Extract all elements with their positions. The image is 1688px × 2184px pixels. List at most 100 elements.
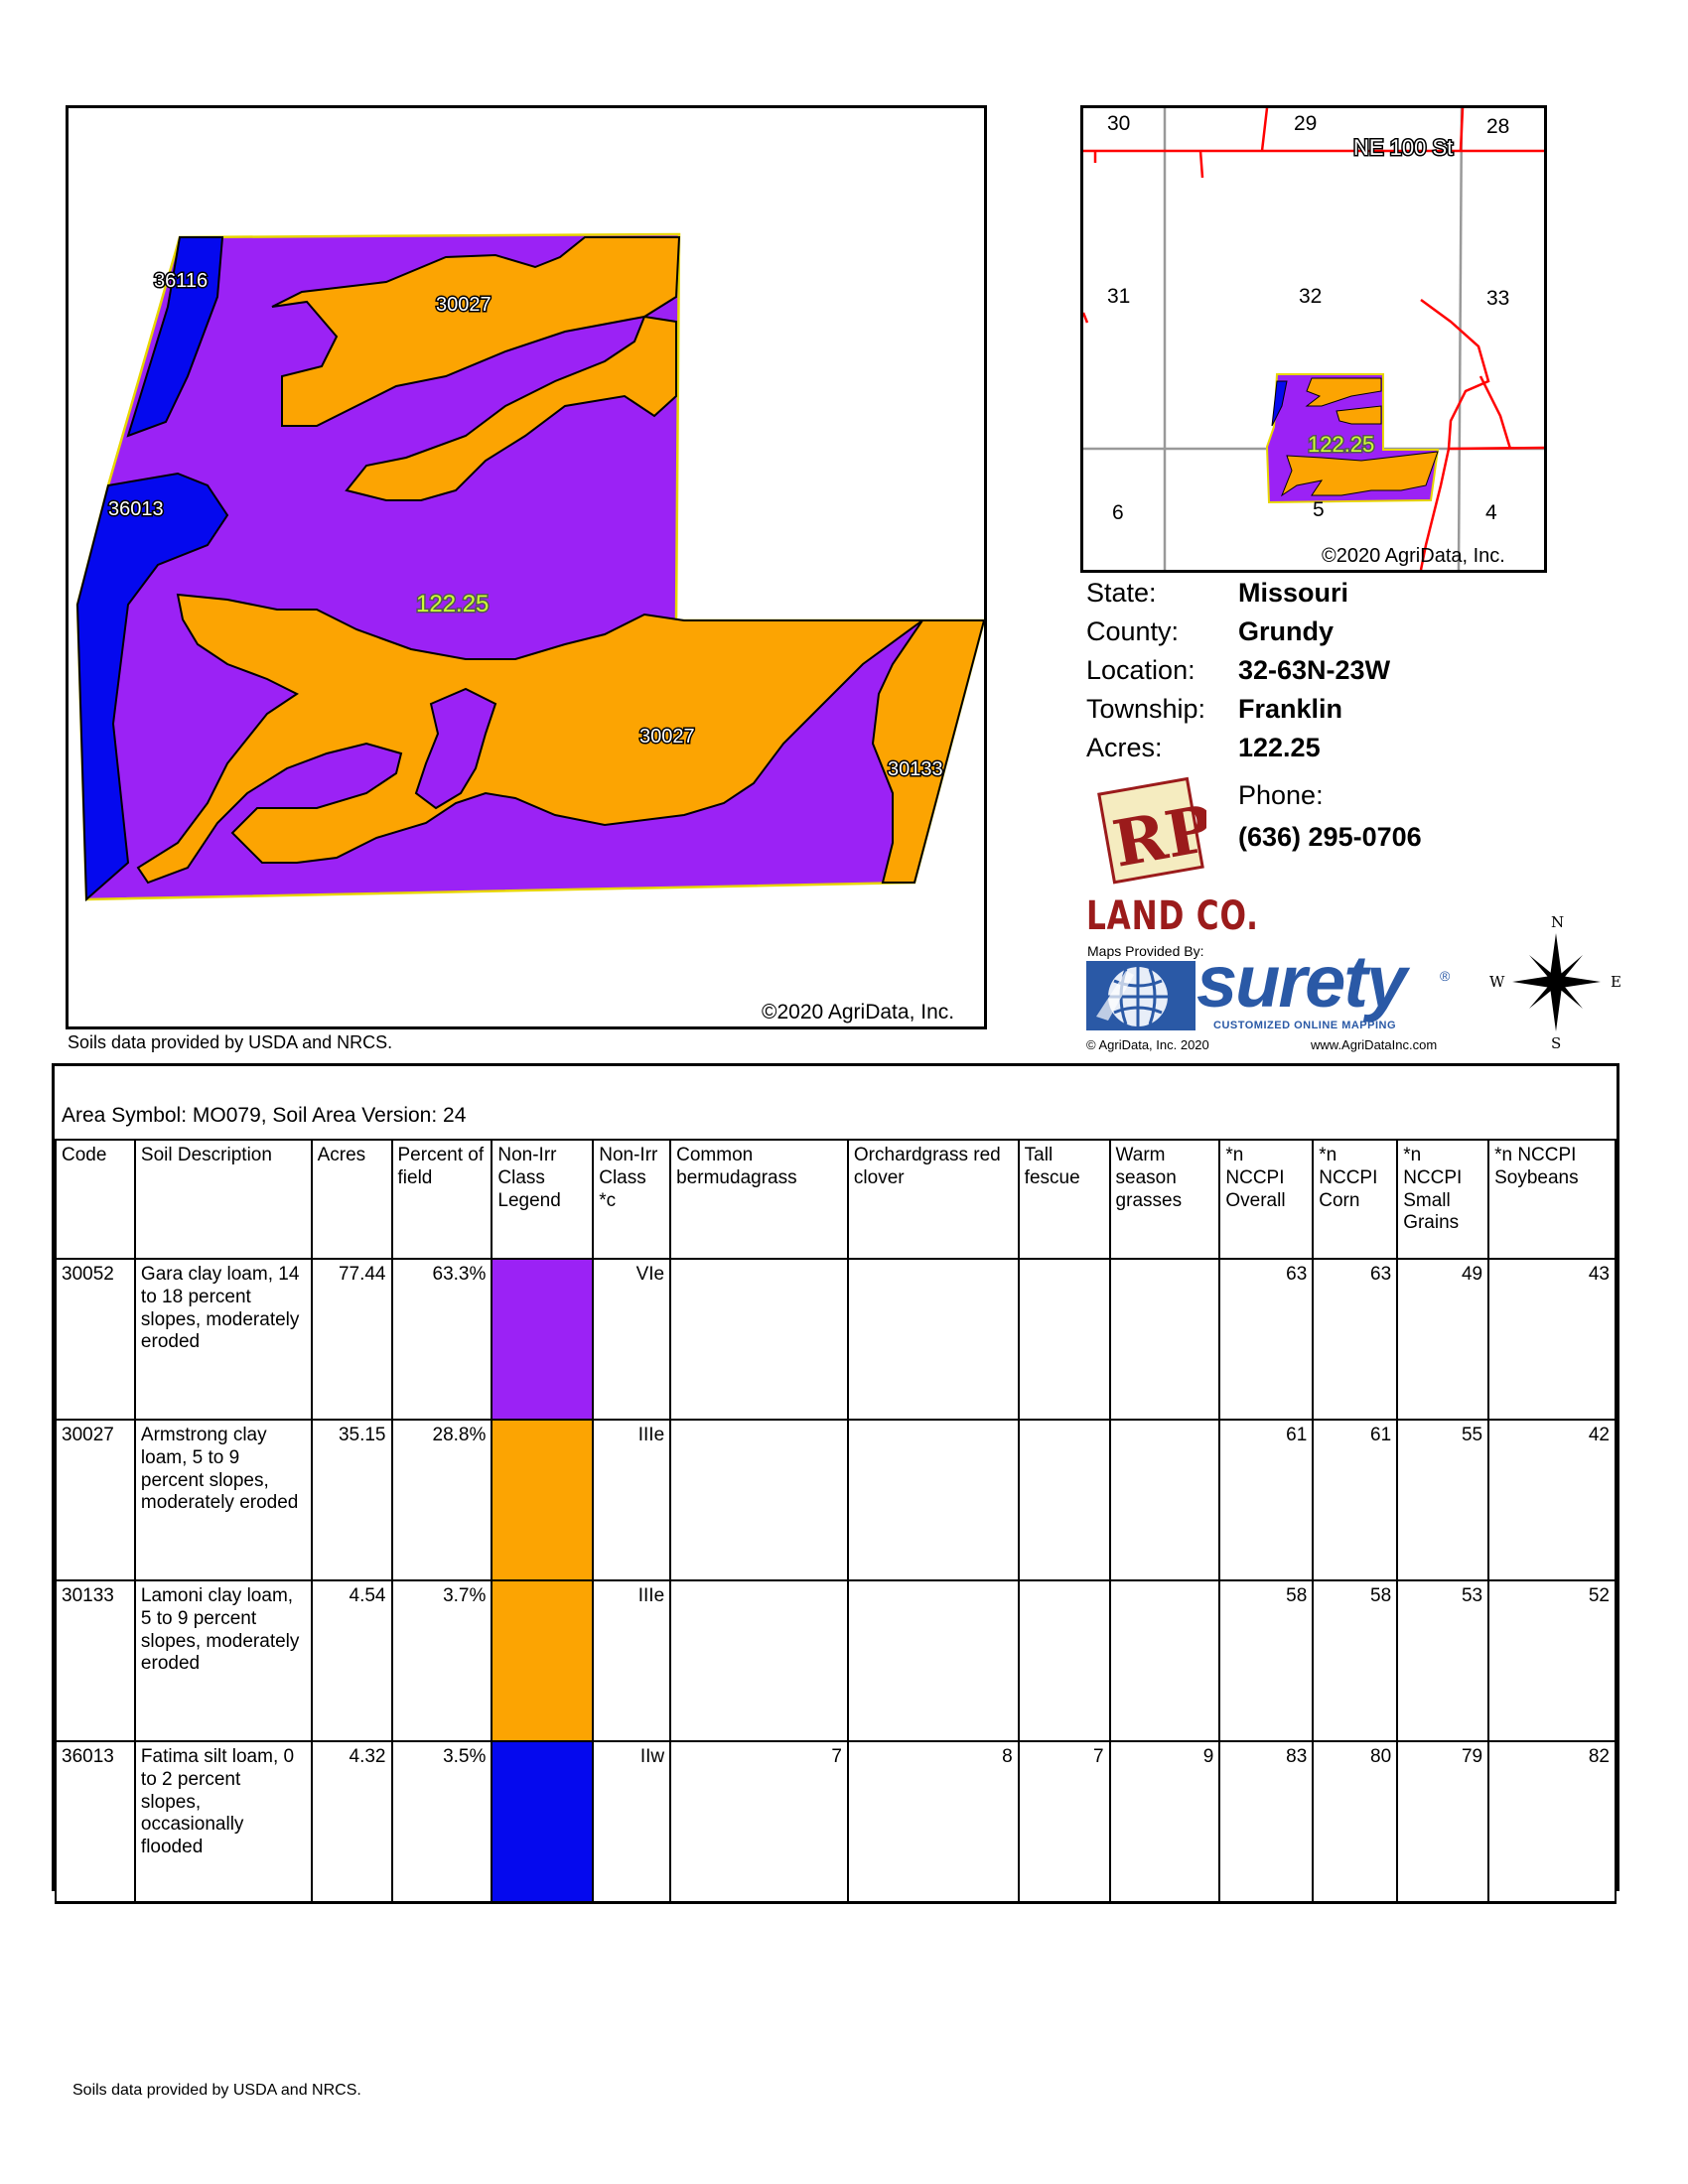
polygon-label: 36116 [154,270,208,292]
cell-soy: 82 [1487,1740,1617,1904]
agridata-url[interactable]: www.AgriDataInc.com [1311,1037,1438,1052]
cell-overall: 58 [1218,1579,1315,1742]
cell-code: 30027 [55,1419,136,1581]
footer-note: Soils data provided by USDA and NRCS. [72,2082,361,2099]
table-caption: Area Symbol: MO079, Soil Area Version: 2… [62,1104,467,1127]
cell-legend-swatch [491,1258,595,1421]
cell-acres: 35.15 [310,1419,393,1581]
cell-soy: 43 [1487,1258,1617,1421]
cell-pct: 3.5% [390,1740,493,1904]
col-header: Soil Description [133,1139,313,1260]
cell-fescue [1017,1579,1111,1742]
cell-corn: 61 [1312,1419,1399,1581]
cell-orch [846,1419,1020,1581]
globe-icon [1086,961,1196,1030]
section-label: 30 [1107,112,1130,135]
table-row: 30052 Gara clay loam, 14 to 18 percent s… [55,1258,1617,1421]
cell-desc: Lamoni clay loam, 5 to 9 percent slopes,… [133,1579,313,1742]
cell-berm [669,1258,849,1421]
soil-area-30027-north[interactable] [271,236,681,427]
cell-warm [1108,1579,1221,1742]
map-copyright: ©2020 AgriData, Inc. [762,1001,954,1024]
soil-area-30027-finger[interactable] [414,687,497,810]
location-label: Location: [1086,655,1196,685]
cell-legend-swatch [491,1740,595,1904]
cell-berm [669,1579,849,1742]
col-header: Warm season grasses [1108,1139,1221,1260]
col-header: Code [55,1139,136,1260]
soil-table-frame: Area Symbol: MO079, Soil Area Version: 2… [52,1063,1619,1904]
cell-fescue [1017,1258,1111,1421]
col-header: *n NCCPI Soybeans [1487,1139,1617,1260]
soil-map[interactable]: 36116 30027 36013 30027 30133 122.25 ©20… [66,105,987,1029]
rp-logo-text: RP [1108,791,1206,882]
cell-orch: 8 [846,1740,1020,1904]
cell-warm [1108,1419,1221,1581]
location-value: 32-63N-23W [1238,655,1391,685]
compass-rose: N S W E [1489,913,1623,1052]
cell-desc: Armstrong clay loam, 5 to 9 percent slop… [133,1419,313,1581]
table-header-row: Code Soil Description Acres Percent of f… [55,1139,1617,1260]
acres-label: 122.25 [416,591,489,617]
cell-legend-swatch [491,1579,595,1742]
section-label: 5 [1313,498,1325,521]
cell-pct: 28.8% [390,1419,493,1581]
cell-code: 30052 [55,1258,136,1421]
cell-orch [846,1579,1020,1742]
table-row: 30133 Lamoni clay loam, 5 to 9 percent s… [55,1579,1617,1742]
phone-value[interactable]: (636) 295-0706 [1238,822,1422,852]
acres-info-value: 122.25 [1238,733,1321,762]
section-label: 6 [1112,501,1124,524]
col-header: Common bermudagrass [669,1139,849,1260]
soil-area-30133[interactable] [871,619,984,884]
county-label: County: [1086,616,1180,646]
surety-tagline: CUSTOMIZED ONLINE MAPPING [1213,1020,1397,1031]
cell-overall: 83 [1218,1740,1315,1904]
cell-pct: 63.3% [390,1258,493,1421]
col-header: *n NCCPI Small Grains [1396,1139,1490,1260]
cell-warm: 9 [1108,1740,1221,1904]
section-label: 29 [1294,112,1317,135]
cell-class: VIe [592,1258,672,1421]
col-header: Acres [310,1139,393,1260]
soil-area-30027-south[interactable] [136,593,926,885]
polygon-label: 30133 [888,758,943,780]
cell-class: IIw [592,1740,672,1904]
compass-icon: N S W E [1489,913,1621,1052]
cell-soy: 52 [1487,1579,1617,1742]
cell-small: 53 [1396,1579,1490,1742]
cell-berm: 7 [669,1740,849,1904]
acres-info-label: Acres: [1086,733,1163,762]
rp-logo-icon: RP [1097,776,1219,885]
cell-corn: 63 [1312,1258,1399,1421]
soils-note-top: Soils data provided by USDA and NRCS. [68,1032,393,1052]
cell-desc: Fatima silt loam, 0 to 2 percent slopes,… [133,1740,313,1904]
county-value: Grundy [1238,616,1335,646]
soil-area-36116[interactable] [126,236,224,438]
col-header: Non-Irr Class Legend [491,1139,595,1260]
rp-logo: RP [1092,776,1219,886]
cell-orch [846,1258,1020,1421]
location-acres-label: 122.25 [1308,432,1374,457]
soil-map-canvas: 36116 30027 36013 30027 30133 122.25 ©20… [75,232,984,1024]
soil-table: Code Soil Description Acres Percent of f… [55,1139,1617,1904]
road-label: NE 100 St [1353,135,1453,160]
polygon-label: 36013 [108,498,164,520]
cell-desc: Gara clay loam, 14 to 18 percent slopes,… [133,1258,313,1421]
compass-s: S [1551,1034,1561,1049]
col-header: Orchardgrass red clover [846,1139,1020,1260]
compass-n: N [1551,915,1564,931]
section-label: 33 [1486,287,1509,310]
cell-acres: 4.32 [310,1740,393,1904]
col-header: Percent of field [390,1139,493,1260]
soil-area-30027-tongue[interactable] [345,315,677,501]
cell-small: 49 [1396,1258,1490,1421]
cell-class: IIIe [592,1419,672,1581]
soil-area-36013[interactable] [75,472,229,902]
section-label: 31 [1107,285,1130,308]
cell-berm [669,1419,849,1581]
cell-acres: 77.44 [310,1258,393,1421]
cell-corn: 58 [1312,1579,1399,1742]
location-map[interactable]: 30 29 28 31 32 33 6 5 4 NE 100 St 122.25… [1080,105,1547,573]
cell-soy: 42 [1487,1419,1617,1581]
